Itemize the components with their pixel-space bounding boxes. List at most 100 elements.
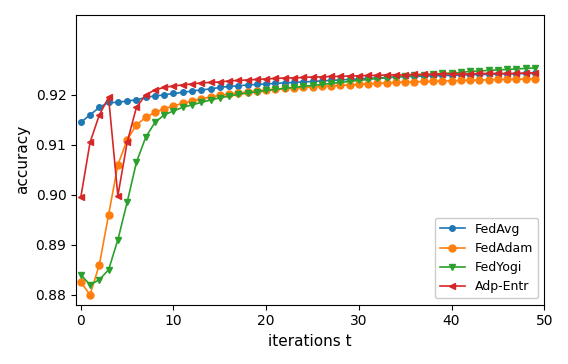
FedAvg bbox=[142, 95, 149, 100]
FedYogi bbox=[513, 67, 520, 71]
FedAvg bbox=[485, 72, 492, 77]
Adp-Entr bbox=[411, 72, 418, 77]
FedAvg bbox=[207, 87, 214, 91]
FedAvg bbox=[532, 71, 538, 76]
FedAvg bbox=[179, 90, 186, 95]
Adp-Entr bbox=[346, 74, 353, 78]
FedAvg bbox=[124, 99, 131, 103]
FedYogi bbox=[189, 103, 195, 107]
FedAvg bbox=[346, 77, 353, 82]
FedAdam bbox=[411, 80, 418, 84]
FedAvg bbox=[291, 80, 298, 84]
FedYogi bbox=[467, 69, 474, 74]
FedYogi bbox=[476, 69, 483, 73]
Adp-Entr bbox=[504, 71, 511, 76]
Adp-Entr bbox=[448, 72, 455, 76]
FedYogi bbox=[216, 96, 223, 100]
FedAdam bbox=[467, 78, 474, 83]
FedYogi bbox=[346, 79, 353, 84]
FedAdam bbox=[309, 85, 316, 89]
FedAvg bbox=[420, 74, 427, 78]
Line: FedYogi: FedYogi bbox=[77, 64, 538, 288]
FedYogi bbox=[448, 71, 455, 75]
FedAdam bbox=[281, 86, 288, 91]
FedAdam bbox=[225, 92, 232, 96]
Adp-Entr bbox=[142, 93, 149, 97]
Line: FedAvg: FedAvg bbox=[78, 71, 538, 125]
FedYogi bbox=[365, 77, 371, 82]
Adp-Entr bbox=[365, 73, 371, 78]
FedYogi bbox=[161, 113, 168, 117]
FedAdam bbox=[356, 82, 362, 87]
Line: FedAdam: FedAdam bbox=[77, 75, 538, 298]
FedYogi bbox=[124, 200, 131, 205]
FedYogi bbox=[179, 105, 186, 110]
Adp-Entr bbox=[87, 140, 94, 145]
Adp-Entr bbox=[495, 71, 502, 76]
FedAdam bbox=[365, 82, 371, 86]
FedYogi bbox=[77, 273, 84, 277]
Adp-Entr bbox=[152, 88, 158, 92]
Adp-Entr bbox=[374, 73, 381, 78]
Adp-Entr bbox=[170, 84, 177, 88]
Y-axis label: accuracy: accuracy bbox=[15, 125, 30, 194]
FedYogi bbox=[337, 80, 344, 84]
Adp-Entr bbox=[244, 78, 251, 82]
Adp-Entr bbox=[485, 71, 492, 76]
FedAdam bbox=[513, 77, 520, 82]
FedYogi bbox=[281, 86, 288, 91]
Adp-Entr bbox=[420, 72, 427, 77]
FedYogi bbox=[374, 76, 381, 80]
FedYogi bbox=[383, 76, 390, 80]
FedAvg bbox=[152, 94, 158, 98]
Adp-Entr bbox=[457, 72, 464, 76]
FedAvg bbox=[96, 105, 103, 110]
FedAvg bbox=[225, 84, 232, 88]
Adp-Entr bbox=[309, 75, 316, 79]
FedAdam bbox=[189, 99, 195, 103]
FedAvg bbox=[467, 73, 474, 77]
FedAdam bbox=[383, 81, 390, 85]
FedAdam bbox=[402, 80, 408, 84]
FedAvg bbox=[170, 91, 177, 96]
FedYogi bbox=[402, 74, 408, 79]
FedAvg bbox=[77, 120, 84, 124]
FedAdam bbox=[235, 91, 242, 95]
Adp-Entr bbox=[124, 140, 131, 145]
FedYogi bbox=[133, 160, 140, 165]
FedAdam bbox=[77, 280, 84, 284]
FedYogi bbox=[115, 238, 122, 242]
Adp-Entr bbox=[198, 81, 204, 85]
FedYogi bbox=[532, 66, 538, 70]
FedAdam bbox=[105, 213, 112, 217]
FedAvg bbox=[439, 73, 446, 78]
FedYogi bbox=[198, 100, 204, 104]
FedAdam bbox=[439, 79, 446, 83]
FedAvg bbox=[189, 89, 195, 93]
Adp-Entr bbox=[207, 80, 214, 84]
FedAdam bbox=[485, 78, 492, 82]
Adp-Entr bbox=[476, 71, 483, 76]
FedAvg bbox=[513, 72, 520, 76]
FedYogi bbox=[225, 94, 232, 98]
Adp-Entr bbox=[77, 195, 84, 199]
FedYogi bbox=[272, 87, 279, 92]
FedAdam bbox=[337, 83, 344, 88]
FedAdam bbox=[420, 79, 427, 84]
FedAvg bbox=[281, 81, 288, 85]
FedYogi bbox=[411, 73, 418, 78]
FedAdam bbox=[392, 80, 399, 84]
FedAdam bbox=[457, 78, 464, 83]
FedAdam bbox=[291, 86, 298, 90]
Legend: FedAvg, FedAdam, FedYogi, Adp-Entr: FedAvg, FedAdam, FedYogi, Adp-Entr bbox=[435, 218, 538, 298]
FedAdam bbox=[272, 87, 279, 92]
Adp-Entr bbox=[300, 75, 307, 80]
Adp-Entr bbox=[115, 194, 122, 198]
FedAdam bbox=[170, 104, 177, 108]
FedYogi bbox=[291, 85, 298, 90]
FedAvg bbox=[161, 93, 168, 97]
FedAdam bbox=[374, 81, 381, 86]
FedAdam bbox=[300, 85, 307, 90]
FedAdam bbox=[115, 163, 122, 167]
FedYogi bbox=[429, 72, 436, 76]
